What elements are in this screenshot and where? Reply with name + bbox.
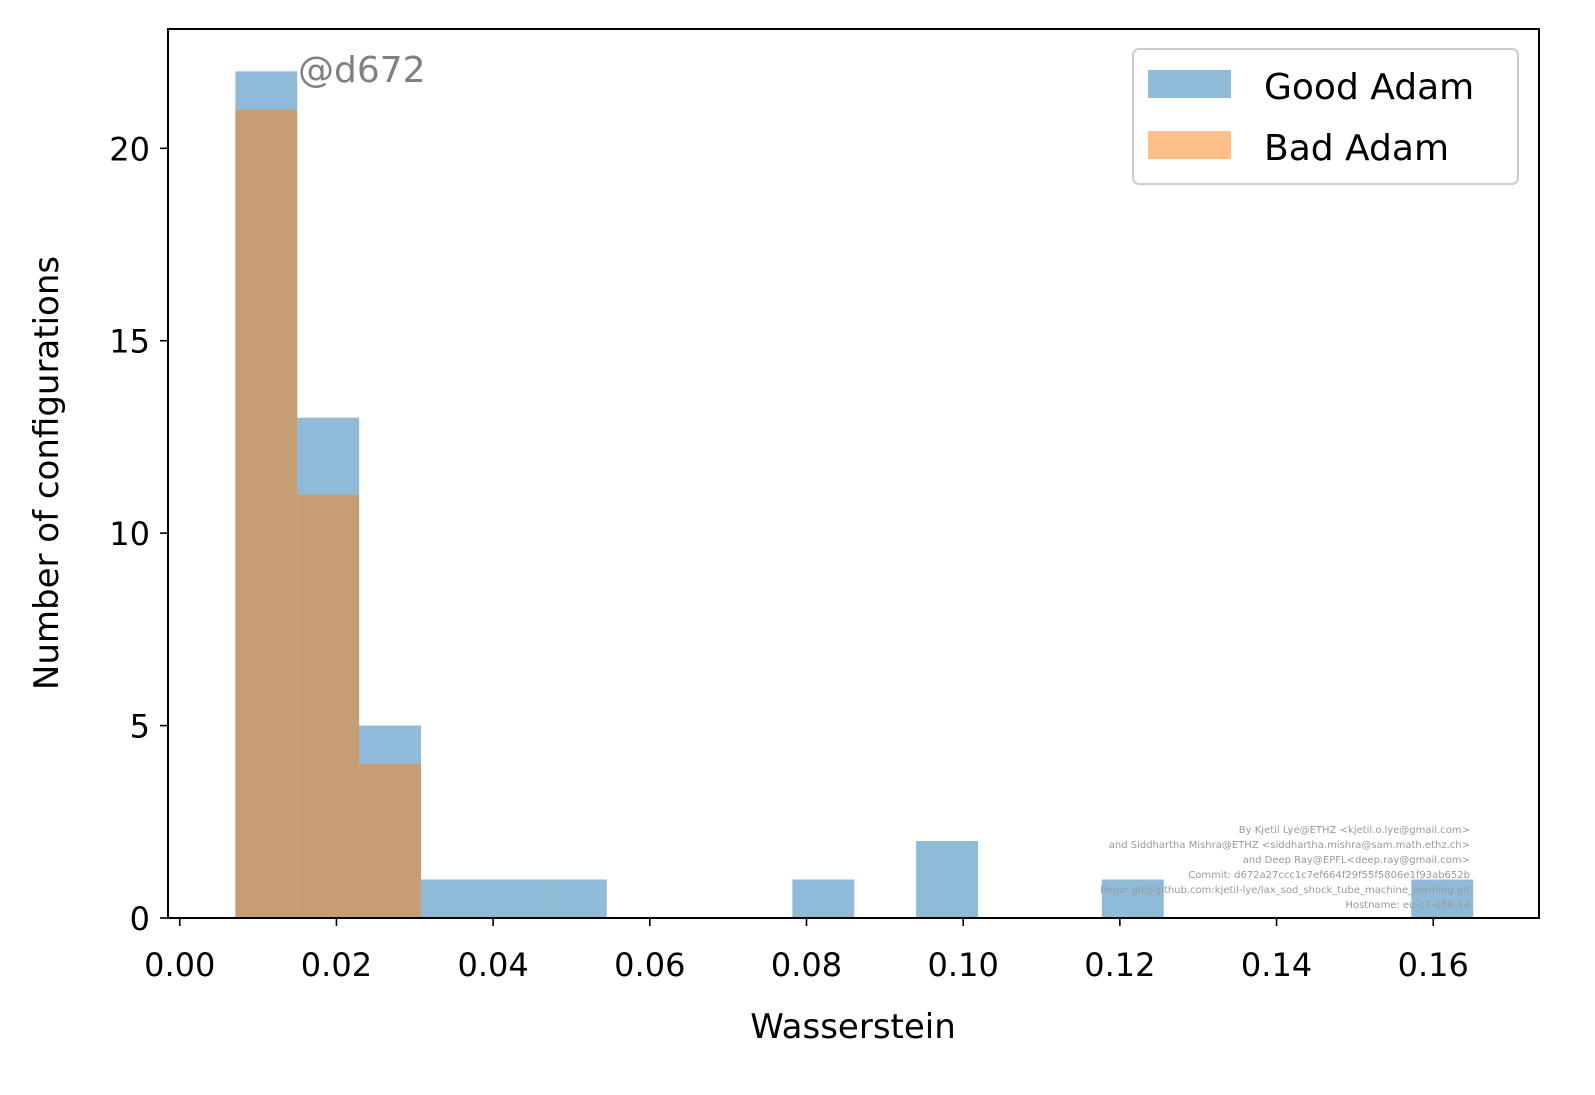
x-tick-label: 0.02 xyxy=(301,946,372,984)
bar-bad-adam xyxy=(297,494,360,918)
x-tick-label: 0.12 xyxy=(1084,946,1155,984)
bar-good-adam xyxy=(421,879,483,918)
y-tick-label: 5 xyxy=(130,708,150,746)
y-axis-title: Number of configurations xyxy=(27,256,67,690)
legend-label-bad-adam: Bad Adam xyxy=(1264,128,1449,169)
x-tick-label: 0.04 xyxy=(457,946,528,984)
bar-good-adam xyxy=(916,841,979,918)
bar-good-adam xyxy=(1411,879,1474,918)
credit-line: and Deep Ray@EPFL<deep.ray@gmail.com> xyxy=(1243,855,1470,866)
commit-annotation: @d672 xyxy=(298,50,426,91)
credits-block: By Kjetil Lye@ETHZ <kjetil.o.lye@gmail.c… xyxy=(1100,825,1470,911)
x-axis-ticks: 0.00 0.02 0.04 0.06 0.08 0.10 0.12 0.14 0.16 xyxy=(144,918,1469,984)
x-tick-label: 0.00 xyxy=(144,946,215,984)
histogram-bars xyxy=(235,71,1474,919)
credit-line: and Siddhartha Mishra@ETHZ <siddhartha.m… xyxy=(1109,840,1470,851)
y-axis-ticks: 0 5 10 15 20 xyxy=(109,130,168,938)
credit-line: Commit: d672a27ccc1c7ef664f29f55f5806e1f… xyxy=(1188,870,1470,881)
x-axis-title: Wasserstein xyxy=(750,1007,956,1047)
credit-line: By Kjetil Lye@ETHZ <kjetil.o.lye@gmail.c… xyxy=(1239,825,1470,836)
plot-frame xyxy=(167,28,1540,919)
bar-good-adam xyxy=(792,879,855,918)
credit-line: Hostname: eu-c7-056-14 xyxy=(1345,900,1470,911)
bar-good-adam xyxy=(544,879,607,918)
y-tick-label: 15 xyxy=(109,323,150,361)
x-tick-label: 0.14 xyxy=(1241,946,1312,984)
bar-bad-adam xyxy=(359,764,422,918)
y-tick-label: 20 xyxy=(109,130,150,168)
bar-good-adam xyxy=(482,879,545,918)
y-tick-label: 10 xyxy=(109,515,150,553)
legend-label-good-adam: Good Adam xyxy=(1264,67,1474,108)
legend-swatch-good-adam xyxy=(1148,70,1231,98)
x-tick-label: 0.06 xyxy=(614,946,685,984)
bar-bad-adam xyxy=(235,109,298,919)
x-tick-label: 0.08 xyxy=(771,946,842,984)
legend: Good Adam Bad Adam xyxy=(1132,48,1519,185)
credit-line: Repo: git@github.com:kjetil-lye/lax_sod_… xyxy=(1100,885,1470,896)
bar-good-adam xyxy=(1101,879,1164,918)
legend-swatch-bad-adam xyxy=(1148,131,1231,159)
x-tick-label: 0.10 xyxy=(928,946,999,984)
x-tick-label: 0.16 xyxy=(1398,946,1469,984)
y-tick-label: 0 xyxy=(130,900,150,938)
